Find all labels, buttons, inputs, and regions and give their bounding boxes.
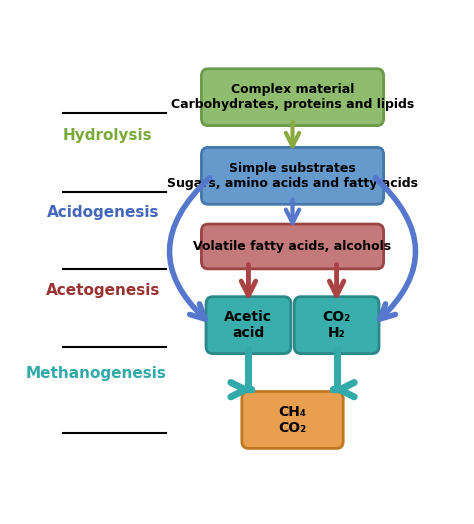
Text: CH₄
CO₂: CH₄ CO₂ — [278, 405, 307, 435]
FancyBboxPatch shape — [201, 69, 383, 126]
FancyBboxPatch shape — [206, 297, 291, 354]
Text: Hydrolysis: Hydrolysis — [62, 128, 152, 143]
FancyBboxPatch shape — [242, 391, 343, 449]
Text: Methanogenesis: Methanogenesis — [26, 366, 166, 381]
Text: CO₂
H₂: CO₂ H₂ — [322, 310, 351, 340]
Text: Volatile fatty acids, alcohols: Volatile fatty acids, alcohols — [193, 240, 392, 253]
Text: Simple substrates
Sugars, amino acids and fatty acids: Simple substrates Sugars, amino acids an… — [167, 162, 418, 190]
Text: Complex material
Carbohydrates, proteins and lipids: Complex material Carbohydrates, proteins… — [171, 83, 414, 111]
Text: Acidogenesis: Acidogenesis — [47, 205, 160, 220]
Text: Acetogenesis: Acetogenesis — [46, 283, 161, 298]
Text: Acetic
acid: Acetic acid — [224, 310, 273, 340]
FancyBboxPatch shape — [294, 297, 379, 354]
FancyBboxPatch shape — [201, 224, 383, 269]
FancyBboxPatch shape — [201, 147, 383, 204]
